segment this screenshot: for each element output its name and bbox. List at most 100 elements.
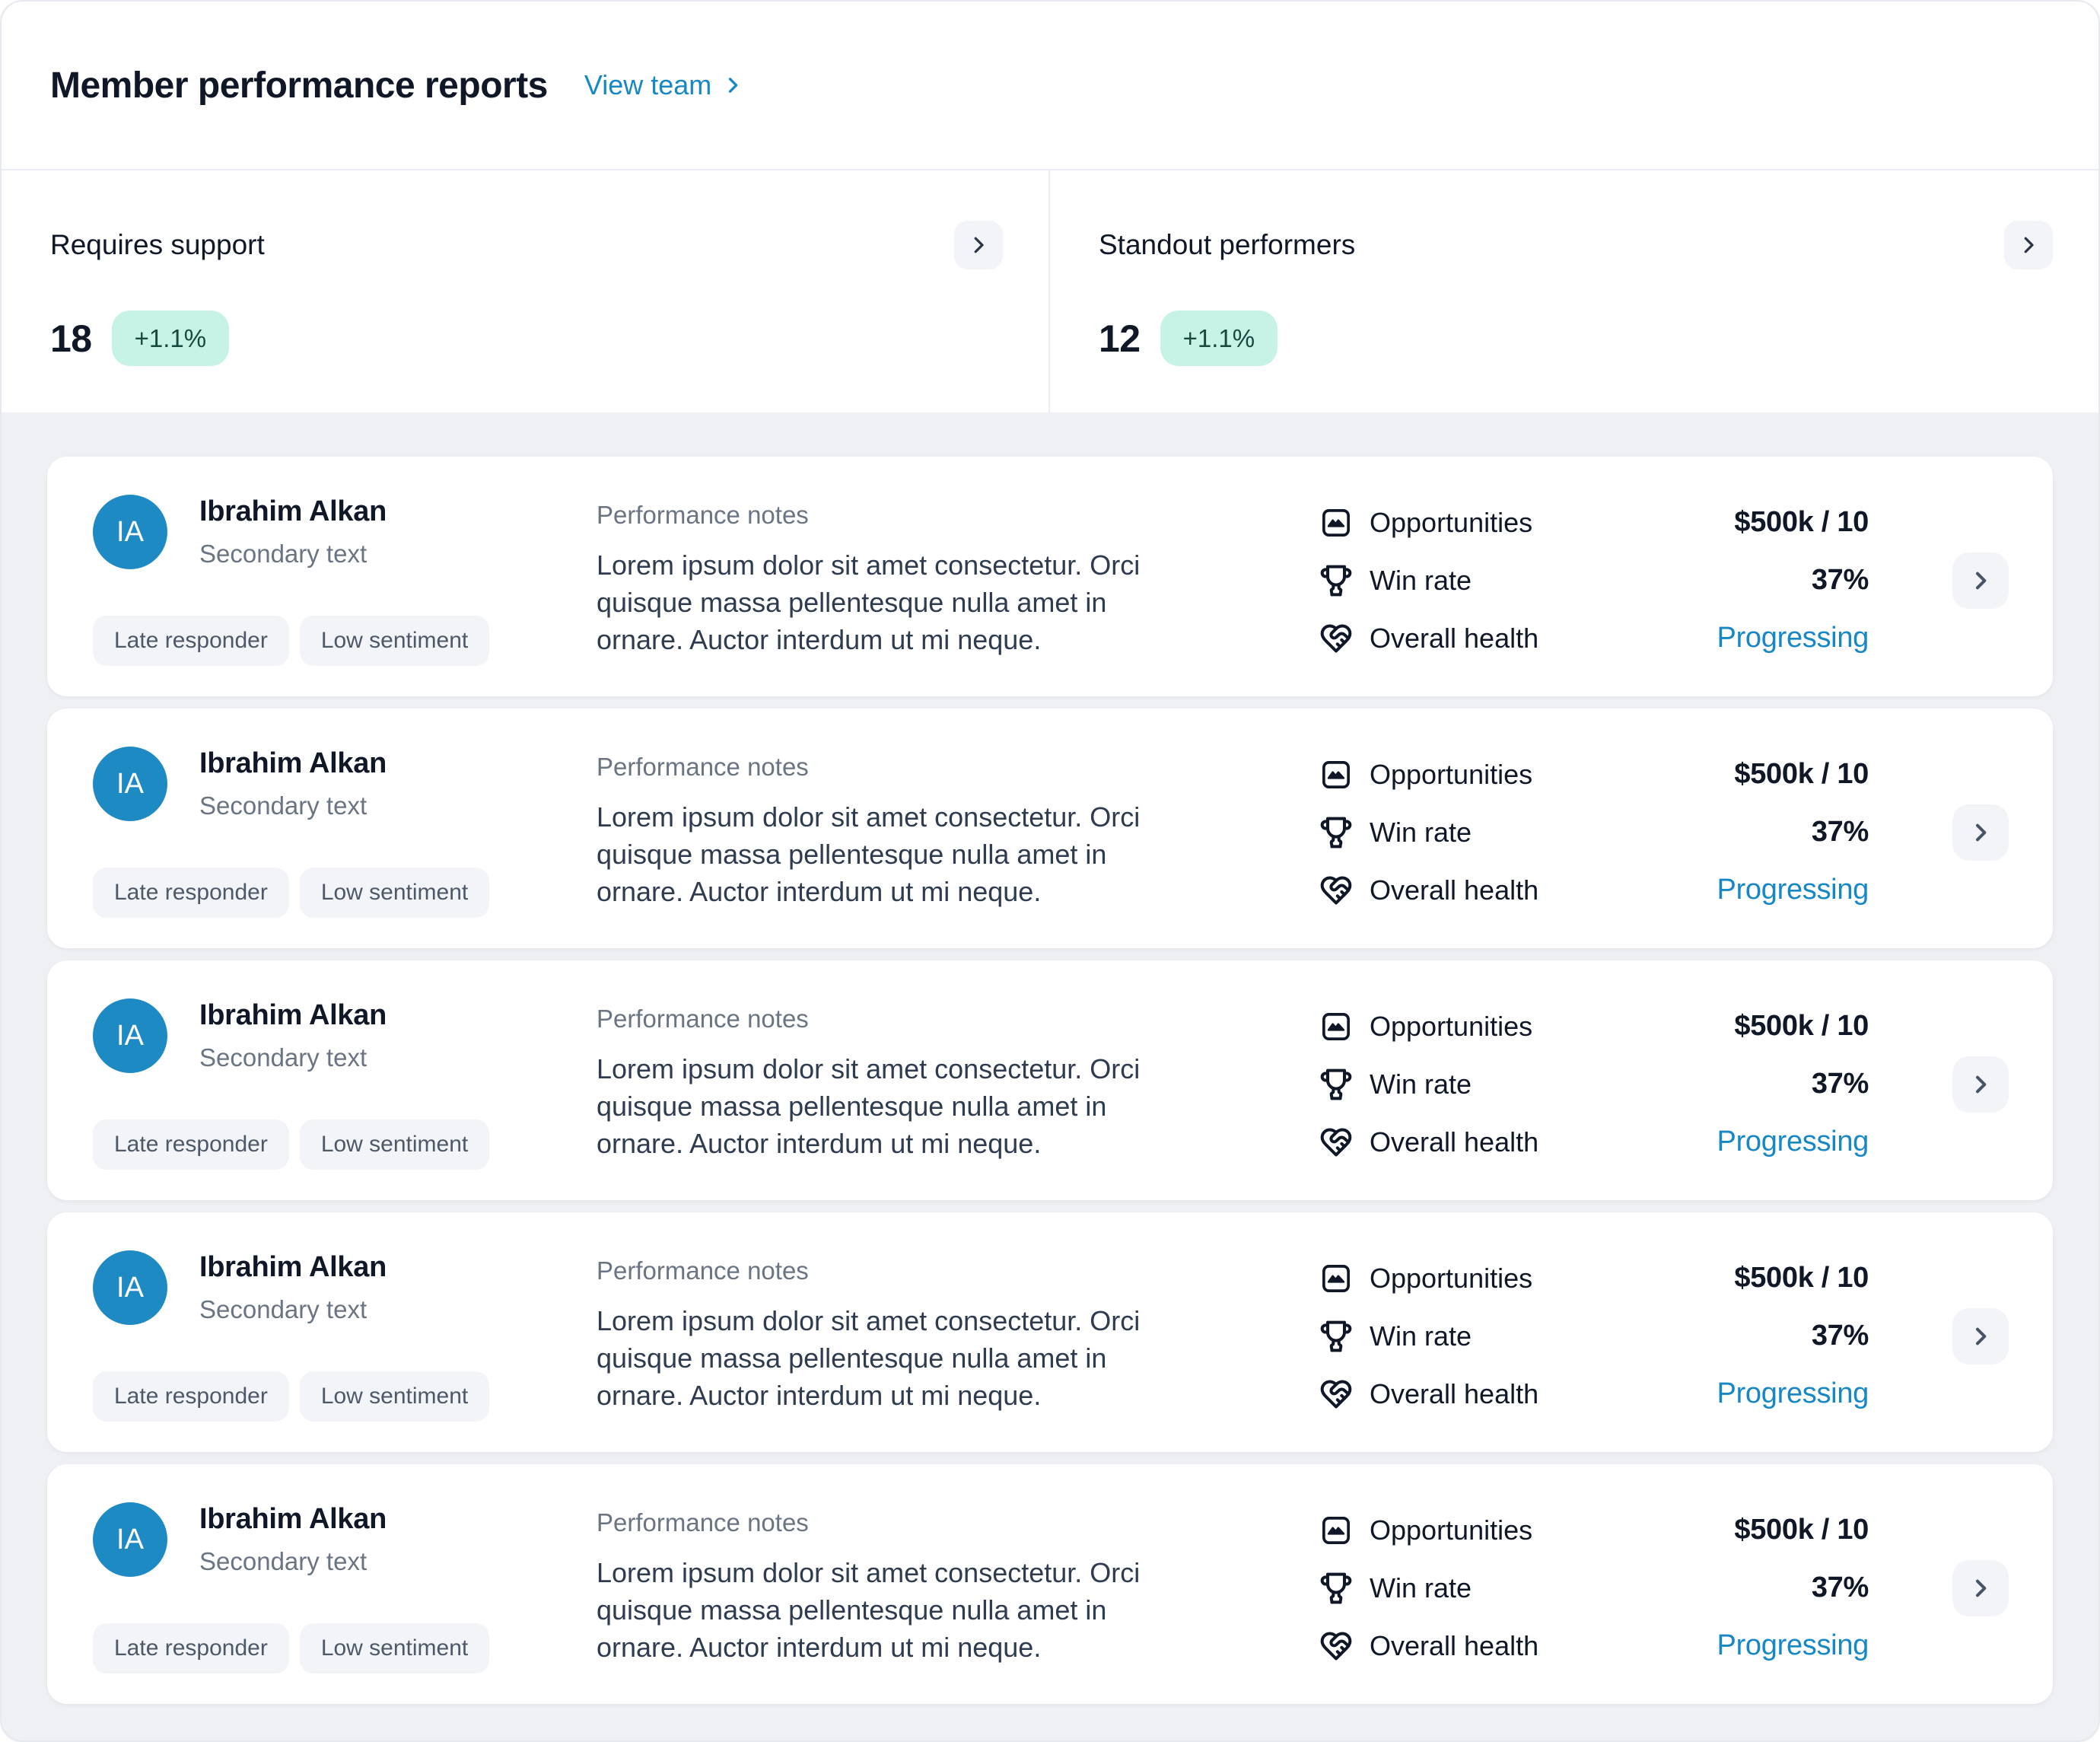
performance-notes-label: Performance notes — [597, 753, 809, 781]
opportunities-icon — [1319, 506, 1353, 540]
member-secondary-text: Secondary text — [199, 1043, 368, 1072]
win-rate-icon — [1319, 1572, 1353, 1605]
member-detail-button[interactable] — [1952, 552, 2009, 609]
opportunities-icon — [1319, 1262, 1353, 1295]
performance-notes-label: Performance notes — [597, 501, 809, 529]
member-detail-button[interactable] — [1952, 1056, 2009, 1113]
performance-notes-text: Lorem ipsum dolor sit amet consectetur. … — [597, 549, 1141, 655]
stat-row-opportunities: Opportunities $500k / 10 — [1319, 758, 1869, 791]
stat-row-overall-health: Overall health Progressing — [1319, 874, 1869, 907]
chevron-right-icon — [967, 234, 990, 256]
opportunities-icon — [1319, 1514, 1353, 1547]
overall-health-icon — [1319, 1377, 1353, 1411]
stat-row-overall-health: Overall health Progressing — [1319, 1377, 1869, 1411]
stat-value: 37% — [1811, 564, 1869, 596]
win-rate-icon — [1319, 816, 1353, 849]
performance-notes: Performance notes Lorem ipsum dolor sit … — [597, 1502, 1199, 1674]
stat-row-win-rate: Win rate 37% — [1319, 1068, 1869, 1101]
avatar: IA — [93, 747, 167, 821]
performance-notes-text: Lorem ipsum dolor sit amet consectetur. … — [597, 1053, 1141, 1159]
member-stats: Opportunities $500k / 10 Win rate 37% — [1199, 998, 1869, 1170]
overall-health-icon — [1319, 1126, 1353, 1159]
stat-label: Win rate — [1370, 1068, 1472, 1100]
member-secondary-text: Secondary text — [199, 1295, 368, 1323]
member-name: Ibrahim Alkan — [199, 495, 387, 527]
requires-support-nav-button[interactable] — [954, 221, 1003, 269]
stat-value: $500k / 10 — [1734, 1514, 1869, 1546]
member-detail-button[interactable] — [1952, 804, 2009, 861]
member-stats: Opportunities $500k / 10 Win rate 37% — [1199, 1250, 1869, 1422]
overall-health-icon — [1319, 874, 1353, 907]
member-profile: IA Ibrahim Alkan Secondary text Late res… — [93, 1502, 597, 1674]
stat-label: Overall health — [1370, 1377, 1539, 1409]
summary-count: 18 — [50, 317, 92, 360]
tag-low-sentiment: Low sentiment — [299, 1119, 490, 1170]
stat-row-win-rate: Win rate 37% — [1319, 1320, 1869, 1353]
stat-label: Overall health — [1370, 1629, 1539, 1661]
member-tags: Late responder Low sentiment — [93, 1119, 597, 1170]
opportunities-icon — [1319, 758, 1353, 791]
performance-notes: Performance notes Lorem ipsum dolor sit … — [597, 747, 1199, 918]
tag-low-sentiment: Low sentiment — [299, 616, 490, 666]
standout-performers-nav-button[interactable] — [2004, 221, 2053, 269]
member-stats: Opportunities $500k / 10 Win rate 37% — [1199, 1502, 1869, 1674]
stat-value: 37% — [1811, 816, 1869, 848]
member-stats: Opportunities $500k / 10 Win rate 37% — [1199, 495, 1869, 666]
overall-health-icon — [1319, 1629, 1353, 1663]
performance-notes-text: Lorem ipsum dolor sit amet consectetur. … — [597, 1557, 1141, 1663]
win-rate-icon — [1319, 1068, 1353, 1101]
member-card: IA Ibrahim Alkan Secondary text Late res… — [47, 1464, 2053, 1704]
stat-label: Overall health — [1370, 622, 1539, 654]
member-profile: IA Ibrahim Alkan Secondary text Late res… — [93, 998, 597, 1170]
stat-row-opportunities: Opportunities $500k / 10 — [1319, 1514, 1869, 1547]
tag-late-responder: Late responder — [93, 1371, 289, 1422]
tag-low-sentiment: Low sentiment — [299, 1623, 490, 1674]
chevron-right-icon — [2017, 234, 2040, 256]
stat-row-win-rate: Win rate 37% — [1319, 564, 1869, 597]
overall-health-icon — [1319, 622, 1353, 655]
stat-label: Win rate — [1370, 1320, 1472, 1352]
summary-delta-badge: +1.1% — [1160, 311, 1278, 366]
performance-notes-label: Performance notes — [597, 1256, 809, 1285]
member-tags: Late responder Low sentiment — [93, 1623, 597, 1674]
view-team-label: View team — [584, 69, 712, 100]
stat-label: Opportunities — [1370, 758, 1533, 790]
opportunities-icon — [1319, 1010, 1353, 1043]
member-card: IA Ibrahim Alkan Secondary text Late res… — [47, 1212, 2053, 1452]
member-card: IA Ibrahim Alkan Secondary text Late res… — [47, 960, 2053, 1200]
stat-row-opportunities: Opportunities $500k / 10 — [1319, 1010, 1869, 1043]
tag-late-responder: Late responder — [93, 868, 289, 918]
member-name: Ibrahim Alkan — [199, 1503, 387, 1535]
stat-label: Opportunities — [1370, 506, 1533, 538]
stat-label: Win rate — [1370, 564, 1472, 596]
member-card: IA Ibrahim Alkan Secondary text Late res… — [47, 457, 2053, 696]
chevron-right-icon — [1968, 1324, 1993, 1349]
tag-low-sentiment: Low sentiment — [299, 1371, 490, 1422]
member-profile: IA Ibrahim Alkan Secondary text Late res… — [93, 495, 597, 666]
tag-late-responder: Late responder — [93, 1119, 289, 1170]
member-secondary-text: Secondary text — [199, 540, 368, 568]
stat-value: $500k / 10 — [1734, 1010, 1869, 1042]
stat-value: Progressing — [1717, 1126, 1869, 1158]
summary-row: Requires support 18 +1.1% Standout perfo… — [2, 170, 2098, 412]
stat-label: Overall health — [1370, 874, 1539, 906]
summary-delta-badge: +1.1% — [111, 311, 230, 366]
tag-low-sentiment: Low sentiment — [299, 868, 490, 918]
chevron-right-icon — [1968, 1072, 1993, 1097]
summary-card-title: Requires support — [50, 229, 265, 260]
member-name: Ibrahim Alkan — [199, 1251, 387, 1283]
member-tags: Late responder Low sentiment — [93, 868, 597, 918]
member-detail-button[interactable] — [1952, 1307, 2009, 1365]
view-team-link[interactable]: View team — [584, 69, 743, 101]
stat-row-opportunities: Opportunities $500k / 10 — [1319, 506, 1869, 540]
member-list: IA Ibrahim Alkan Secondary text Late res… — [2, 412, 2098, 1740]
summary-card-requires-support: Requires support 18 +1.1% — [2, 170, 1050, 412]
performance-notes: Performance notes Lorem ipsum dolor sit … — [597, 495, 1199, 666]
stat-label: Opportunities — [1370, 1514, 1533, 1546]
stat-value: $500k / 10 — [1734, 506, 1869, 538]
chevron-right-icon — [1968, 1576, 1993, 1600]
win-rate-icon — [1319, 564, 1353, 597]
member-stats: Opportunities $500k / 10 Win rate 37% — [1199, 747, 1869, 918]
member-detail-button[interactable] — [1952, 1559, 2009, 1616]
performance-notes: Performance notes Lorem ipsum dolor sit … — [597, 1250, 1199, 1422]
